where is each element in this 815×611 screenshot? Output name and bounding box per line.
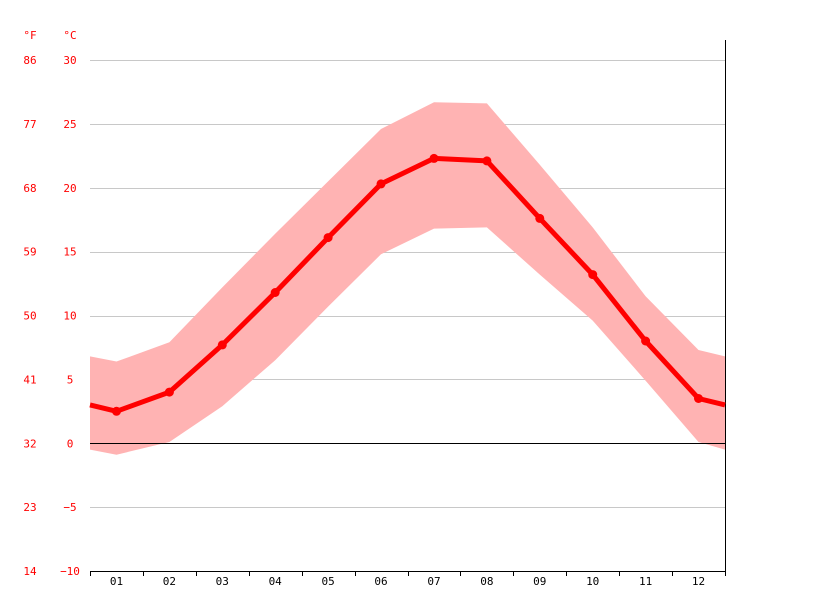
y-tick-label-celsius: −5 (63, 501, 76, 514)
x-tick-label-04: 04 (269, 575, 283, 588)
x-tick-label-08: 08 (480, 575, 493, 588)
x-tick-label-02: 02 (163, 575, 176, 588)
mean-point-10 (588, 270, 598, 280)
y-tick-label-fahrenheit: 50 (23, 310, 36, 323)
temperature-range-band (90, 102, 725, 455)
mean-temperature-line (89, 155, 726, 414)
x-tick-label-10: 10 (586, 575, 599, 588)
y-tick-label-celsius: 10 (63, 310, 76, 323)
x-tick-label-03: 03 (216, 575, 229, 588)
mean-point-04 (270, 288, 280, 297)
y-tick-label-celsius: 30 (63, 54, 76, 67)
y-tick-label-fahrenheit: 32 (23, 437, 36, 450)
x-tick-labels: 01 02 03 04 05 06 07 08 09 10 11 12 (110, 575, 705, 588)
y-tick-label-fahrenheit: 14 (23, 565, 37, 578)
mean-point-11 (641, 336, 651, 346)
mean-point-05 (323, 233, 333, 243)
x-tick-label-07: 07 (427, 575, 440, 588)
mean-point-09 (535, 213, 545, 223)
y-tick-label-fahrenheit: 77 (23, 118, 36, 131)
mean-temperature-points (112, 153, 703, 416)
mean-point-06 (376, 179, 386, 189)
mean-point-01 (112, 406, 121, 416)
y-tick-label-fahrenheit: 41 (23, 373, 36, 386)
x-tick-label-01: 01 (110, 575, 123, 588)
axes (90, 40, 726, 576)
y-tick-label-fahrenheit: 23 (23, 501, 36, 514)
mean-point-08 (482, 156, 492, 166)
y-tick-label-celsius: 0 (67, 437, 74, 450)
x-tick-label-05: 05 (321, 575, 334, 588)
y-tick-label-fahrenheit: 86 (23, 54, 36, 67)
y-tick-label-fahrenheit: 68 (23, 182, 36, 195)
mean-point-02 (164, 387, 174, 397)
y-tick-label-celsius: 20 (63, 182, 76, 195)
y-tick-label-celsius: 5 (67, 373, 74, 386)
mean-point-07 (429, 153, 439, 163)
mean-point-12 (694, 394, 703, 403)
min-max-range-area (90, 102, 725, 455)
unit-label-celsius: °C (63, 29, 76, 42)
mean-point-03 (217, 340, 227, 350)
y-tick-label-celsius: −10 (60, 565, 80, 578)
mean-line-path (89, 155, 726, 414)
y-tick-label-celsius: 25 (63, 118, 76, 131)
y-tick-label-celsius: 15 (63, 246, 76, 259)
y-tick-labels: 86 30 77 25 68 20 59 15 50 10 41 5 32 0 23 −5 14 −10 (23, 54, 80, 578)
x-tick-label-11: 11 (639, 575, 652, 588)
x-tick-label-09: 09 (533, 575, 546, 588)
unit-label-fahrenheit: °F (23, 29, 36, 42)
x-tick-label-06: 06 (374, 575, 387, 588)
y-tick-label-fahrenheit: 59 (23, 246, 36, 259)
x-tick-label-12: 12 (692, 575, 705, 588)
